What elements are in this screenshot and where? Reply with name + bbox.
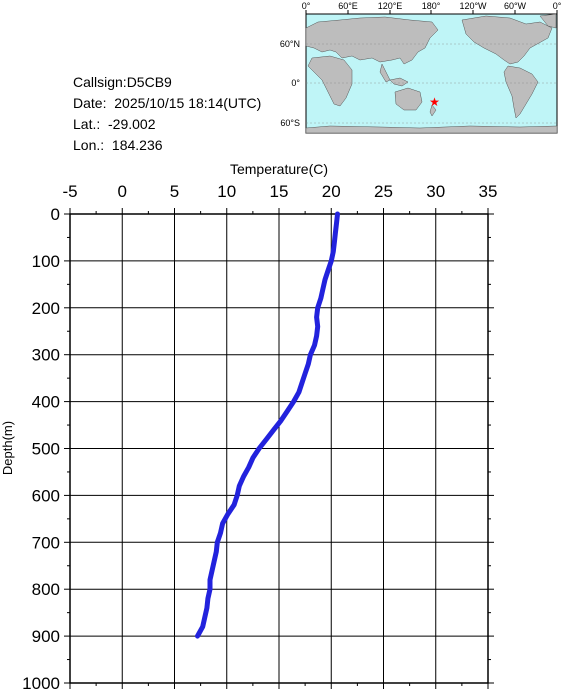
map-lon-label: 0° (553, 1, 562, 11)
latitude-text: Lat.: -29.002 (73, 116, 156, 132)
y-tick-label: 500 (32, 440, 60, 459)
map-lon-label: 120°W (459, 1, 487, 11)
temperature-profile-line (195, 211, 340, 639)
map-lon-ticks (305, 10, 558, 14)
map-gridlines (306, 43, 557, 124)
map-lon-label: 60°W (504, 1, 527, 11)
x-tick-label: 25 (374, 182, 393, 201)
x-tick-label: 20 (322, 182, 341, 201)
map-land (305, 13, 558, 134)
y-tick-label: 100 (32, 252, 60, 271)
x-tick-label: 0 (118, 182, 127, 201)
x-tick-label: 15 (270, 182, 289, 201)
x-tick-label: 30 (426, 182, 445, 201)
y-tick-label: 800 (32, 580, 60, 599)
date-text: Date: 2025/10/15 18:14(UTC) (73, 95, 262, 111)
y-tick-label: 400 (32, 393, 60, 412)
longitude-text: Lon.: 184.236 (73, 137, 163, 153)
y-tick-label: 300 (32, 346, 60, 365)
x-axis-title: Temperature(C) (230, 161, 328, 177)
map-lat-label: 0° (291, 78, 300, 88)
map-lon-label: 120°E (378, 1, 403, 11)
y-tick-label: 700 (32, 533, 60, 552)
y-axis-title: Depth(m) (0, 421, 15, 475)
y-tick-label: 600 (32, 486, 60, 505)
float-info: Callsign:D5CB9 Date: 2025/10/15 18:14(UT… (73, 72, 261, 156)
x-tick-label: 10 (217, 182, 236, 201)
position-star-icon: ★ (429, 95, 440, 109)
x-tick-label: 5 (170, 182, 179, 201)
map-lat-label: 60°S (280, 118, 300, 128)
y-tick-label: 0 (51, 205, 60, 224)
map-lon-label: 60°E (338, 1, 358, 11)
x-tick-label: 35 (479, 182, 498, 201)
map-lon-label: 180° (422, 1, 441, 11)
y-tick-label: 1000 (22, 674, 60, 690)
x-tick-label: -5 (62, 182, 77, 201)
callsign-text: Callsign:D5CB9 (73, 74, 172, 90)
y-tick-label: 200 (32, 299, 60, 318)
y-tick-label: 900 (32, 627, 60, 646)
map-lat-label: 60°N (280, 39, 300, 49)
map-lon-label: 0° (302, 1, 311, 11)
